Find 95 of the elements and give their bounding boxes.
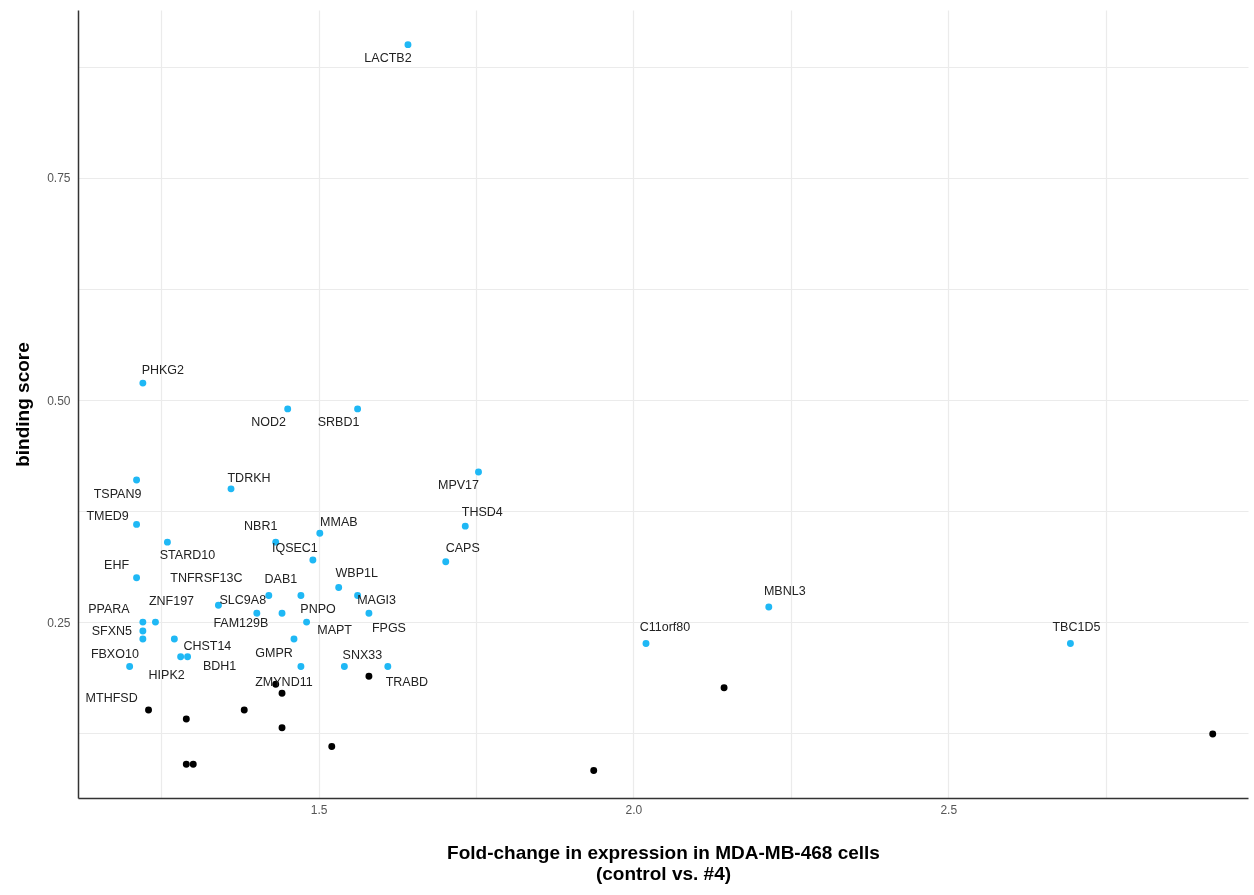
annotation: EHF [104,557,130,572]
point [133,520,141,528]
point [404,41,412,49]
point [309,556,317,564]
point [189,760,197,768]
point [170,635,178,643]
annotation: SRBD1 [317,414,360,429]
annotation: MBNL3 [763,584,806,598]
point [365,672,373,680]
point [284,405,292,413]
point [253,609,261,617]
annotation: TDRKH [227,470,271,485]
point [316,529,324,537]
point [151,618,159,626]
point [133,574,141,582]
point [278,609,286,617]
point [182,715,190,723]
annotation: MPV17 [438,477,480,492]
point [442,558,450,566]
x-tick-label: 1.5 [310,802,328,817]
x-tick-label: 2.0 [625,802,643,817]
annotation: PHKG2 [141,363,185,378]
point [461,522,469,530]
point [126,663,134,670]
annotation: THSD4 [461,505,503,520]
annotation: FBXO10 [90,646,139,661]
annotation: HIPK2 [148,667,185,682]
y-axis-title: binding score [12,342,34,467]
annotation: C11orf80 [639,620,691,635]
point [384,663,392,670]
annotation: PNPO [300,602,337,617]
point [214,601,222,609]
annotation: SFXN5 [91,623,133,638]
point [335,583,343,591]
annotation: TSPAN9 [93,486,142,501]
annotation: FPGS [371,621,406,636]
point [642,639,650,647]
point [590,767,598,774]
point [297,591,305,599]
point [365,609,373,617]
annotation: TNFRSF13C [170,571,243,586]
point [184,653,192,661]
annotation: MAGI3 [357,593,397,608]
point [354,405,362,413]
annotation: SNX33 [342,647,383,662]
point [297,663,305,670]
x-axis-title: Fold-change in expression in MDA-MB-468 cells (control vs. #4) [447,841,880,884]
point [182,760,190,768]
point [177,653,185,661]
annotation: FAM129B [213,616,269,631]
point [340,663,348,670]
annotation: PPARA [88,602,131,617]
annotation: WBP1L [335,566,378,581]
annotation: BDH1 [202,658,237,673]
annotation: STARD10 [159,548,216,563]
point [139,627,147,635]
annotation: ZNF197 [148,594,195,609]
point [163,538,171,546]
point [139,618,147,626]
y-tick-label: 0.75 [47,171,71,186]
point [139,635,147,643]
point [240,706,248,714]
point [475,468,482,476]
point [278,689,286,697]
annotation: MMAB [320,515,358,530]
y-tick-label: 0.25 [47,615,71,630]
point [720,684,728,692]
annotation: TRABD [385,674,428,689]
point [303,618,311,626]
point [1209,730,1217,738]
point [1066,639,1074,647]
point [265,591,273,599]
point [227,485,235,493]
annotation: GMPR [255,645,293,660]
point [290,635,298,643]
x-tick-label: 2.5 [940,802,958,817]
annotation: TMED9 [86,509,129,524]
annotation: MAPT [317,623,353,638]
y-tick-label: 0.50 [47,393,71,408]
annotation: CHST14 [183,638,232,653]
annotation: TBC1D5 [1052,620,1101,635]
point [139,379,147,387]
point [765,603,773,611]
point [133,476,141,484]
annotation: IQSEC1 [271,540,318,555]
point [328,743,336,750]
annotation: SLC9A8 [219,593,267,608]
annotation: LACTB2 [364,50,412,65]
annotation: NBR1 [244,519,278,534]
annotation: CAPS [445,540,480,555]
point [278,724,286,732]
annotation: MTHFSD [85,690,138,705]
annotation: NOD2 [251,414,287,429]
annotation: DAB1 [264,572,298,587]
point [145,706,152,714]
